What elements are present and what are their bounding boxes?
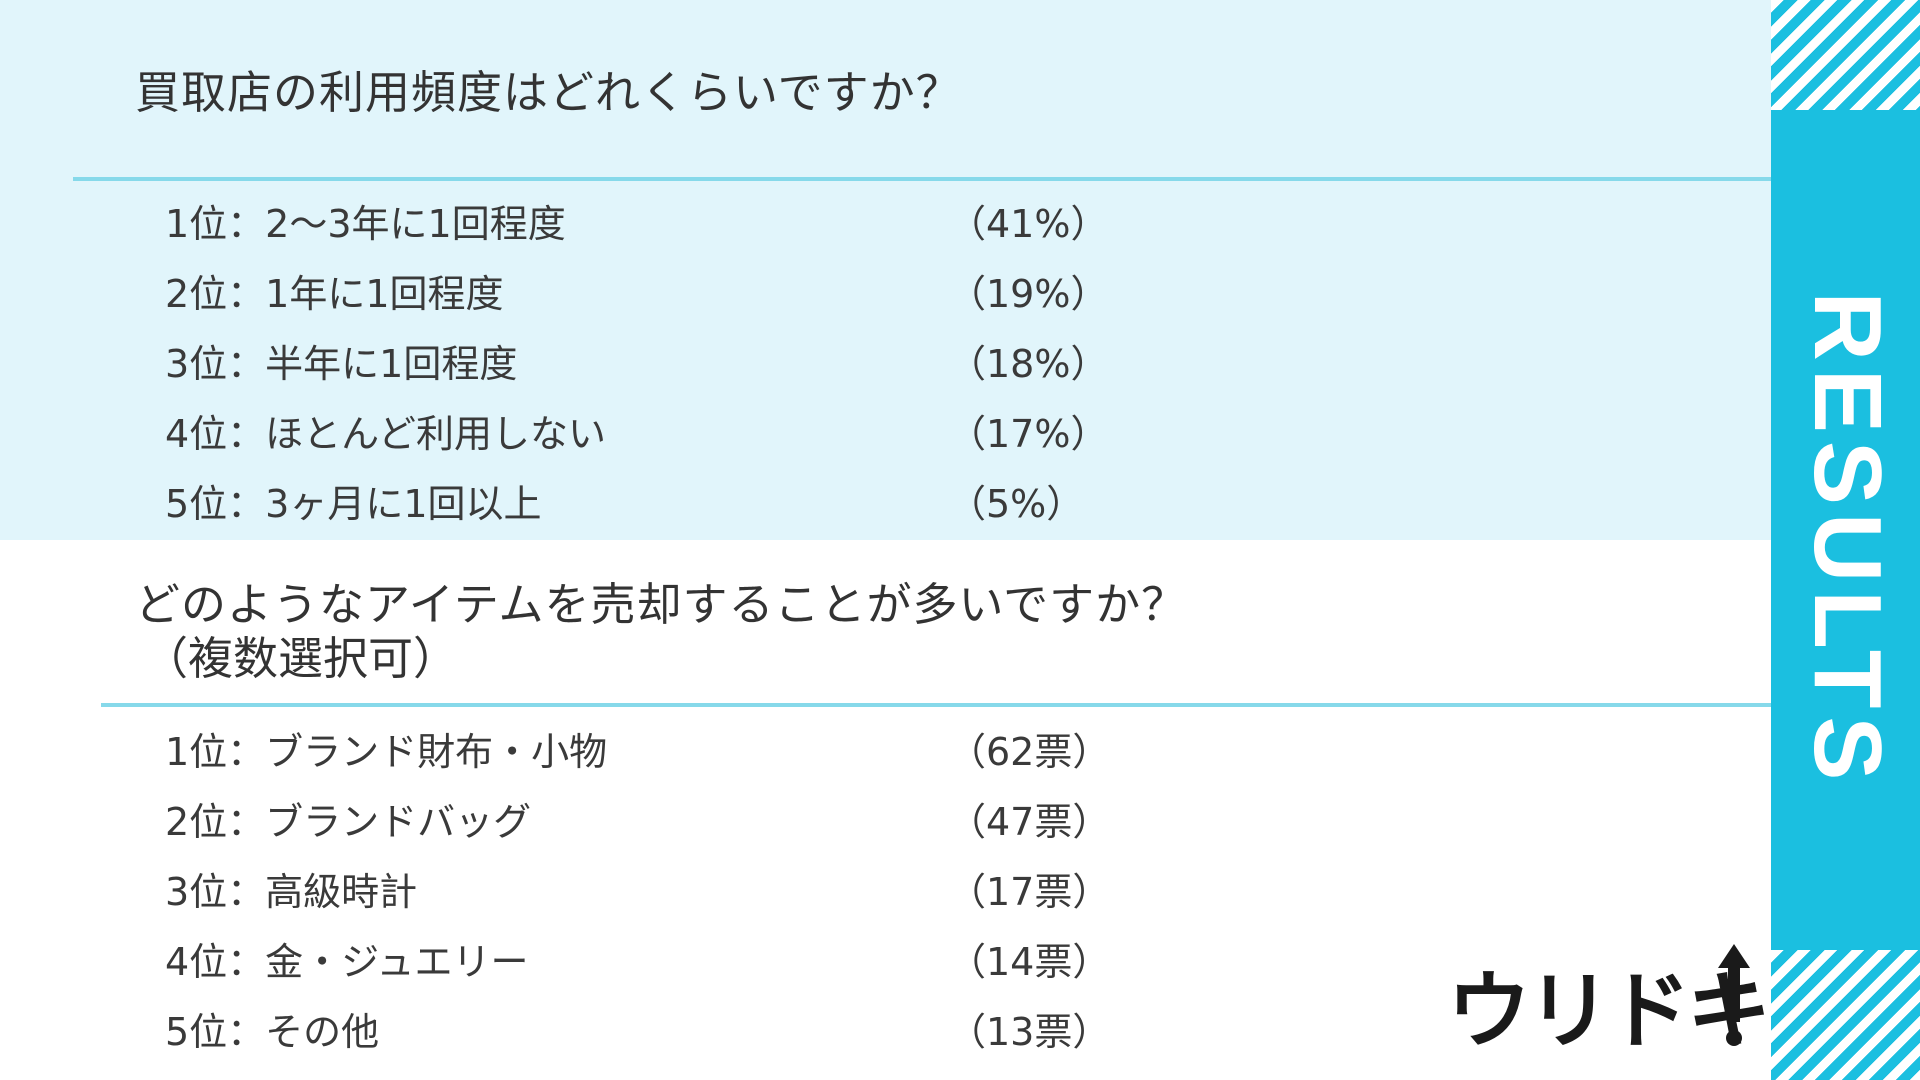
q2-result-label: 4位：金・ジュエリー: [165, 940, 529, 984]
q1-result-label: 5位：3ヶ月に1回以上: [165, 482, 542, 526]
up-arrow-icon: [1718, 944, 1750, 1022]
q1-result-row: 2位：1年に1回程度 （19%）: [165, 264, 1165, 324]
q2-result-votes: （62票）: [948, 730, 1111, 774]
q1-result-row: 1位：2〜3年に1回程度 （41%）: [165, 194, 1165, 254]
q2-result-label: 3位：高級時計: [165, 870, 418, 914]
uridoki-logo-text: ウリドキ: [1447, 964, 1767, 1050]
q1-result-percent: （41%）: [948, 202, 1109, 246]
question-2-divider: [101, 703, 1771, 707]
q2-result-row: 4位：金・ジュエリー （14票）: [165, 932, 1165, 992]
q1-result-percent: （17%）: [948, 412, 1109, 456]
q1-result-label: 3位：半年に1回程度: [165, 342, 518, 386]
q2-result-votes: （47票）: [948, 800, 1111, 844]
q1-result-label: 2位：1年に1回程度: [165, 272, 504, 316]
question-1-title: 買取店の利用頻度はどれくらいですか？: [135, 66, 962, 119]
results-side-band: RESULTS: [1771, 0, 1920, 1080]
q2-result-votes: （17票）: [948, 870, 1111, 914]
logo-dot: [1726, 1030, 1742, 1046]
uridoki-logo: ウリドキ: [1447, 944, 1767, 1050]
diagonal-stripes-decoration: [1771, 950, 1920, 1080]
q2-result-votes: （14票）: [948, 940, 1111, 984]
diagonal-stripes-decoration: [1771, 0, 1920, 110]
q1-result-row: 4位：ほとんど利用しない （17%）: [165, 404, 1165, 464]
q2-result-row: 3位：高級時計 （17票）: [165, 862, 1165, 922]
q1-result-percent: （5%）: [948, 482, 1085, 526]
q1-result-label: 4位：ほとんど利用しない: [165, 412, 607, 456]
q2-result-row: 2位：ブランドバッグ （47票）: [165, 792, 1165, 852]
q1-result-percent: （18%）: [948, 342, 1109, 386]
q1-result-label: 1位：2〜3年に1回程度: [165, 202, 566, 246]
q1-result-row: 5位：3ヶ月に1回以上 （5%）: [165, 474, 1165, 534]
q2-result-label: 1位：ブランド財布・小物: [165, 730, 608, 774]
question-1-panel: [0, 0, 1771, 540]
results-vertical-label: RESULTS: [1794, 291, 1901, 789]
q2-result-label: 2位：ブランドバッグ: [165, 800, 532, 844]
q2-result-row: 1位：ブランド財布・小物 （62票）: [165, 722, 1165, 782]
q2-result-label: 5位：その他: [165, 1010, 380, 1054]
question-2-subtitle: （複数選択可）: [143, 632, 459, 685]
q2-result-votes: （13票）: [948, 1010, 1111, 1054]
q2-result-row: 5位：その他 （13票）: [165, 1002, 1165, 1062]
question-2-title: どのようなアイテムを売却することが多いですか？: [135, 578, 1188, 631]
q1-result-row: 3位：半年に1回程度 （18%）: [165, 334, 1165, 394]
question-1-divider: [73, 177, 1771, 181]
q1-result-percent: （19%）: [948, 272, 1109, 316]
